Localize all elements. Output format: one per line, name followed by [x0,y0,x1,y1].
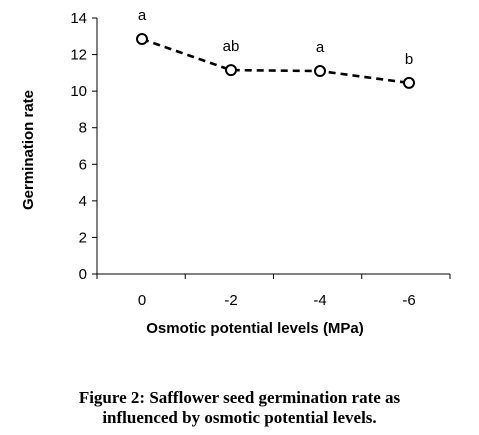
caption-line-1: Figure 2: Safflower seed germination rat… [78,388,401,407]
y-axis-title: Germination rate [20,90,37,210]
data-point [314,65,326,78]
data-point [403,76,415,89]
data-label: b [405,51,413,68]
y-tick-label: 14 [70,10,87,27]
x-tick-label: -6 [402,292,415,309]
y-tick-label: 4 [79,193,87,210]
data-label: a [138,7,147,24]
y-tick-label: 6 [79,156,87,173]
caption-line-2: influenced by osmotic potential levels. [102,408,377,427]
x-tick-label: 0 [138,292,146,309]
y-tick-label: 10 [70,83,87,100]
y-tick-label: 2 [79,229,87,246]
x-tick-label: -4 [313,292,326,309]
series-group: aab ab [136,7,415,89]
figure-caption: Figure 2: Safflower seed germination rat… [0,388,479,428]
y-tick-label: 8 [79,120,87,137]
y-tick-label: 0 [79,266,87,283]
x-tick-label: -2 [224,292,237,309]
data-label: ab [223,38,240,55]
x-axis: 0 -2 -4 -6 [96,273,451,309]
y-tick-label: 12 [70,47,87,64]
data-label: a [316,39,325,56]
data-point [136,33,148,46]
y-axis: 0 2 4 6 8 10 12 14 [70,10,98,283]
series-line [141,37,410,85]
data-point [225,64,237,77]
x-axis-title: Osmotic potential levels (MPa) [146,320,364,337]
